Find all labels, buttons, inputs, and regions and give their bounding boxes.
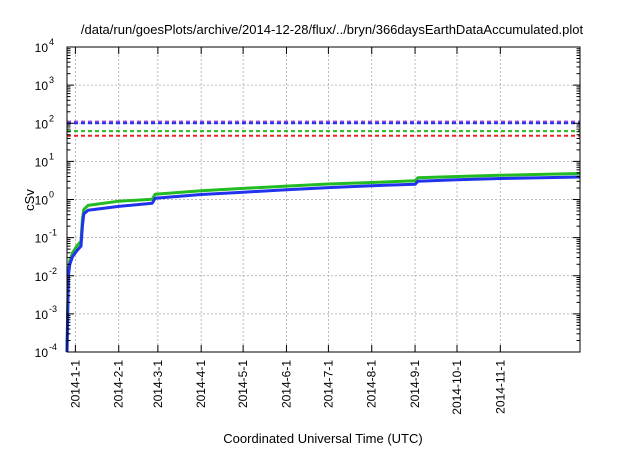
x-tick-label: 2014-7-1 — [321, 360, 335, 408]
x-tick-label: 2014-2-1 — [112, 360, 126, 408]
y-tick-label: 10 — [35, 41, 49, 55]
y-tick-exponent: -3 — [49, 304, 57, 314]
x-tick-label: 2014-1-1 — [68, 360, 82, 408]
y-tick-label: 10 — [35, 308, 49, 322]
y-tick-exponent: 2 — [49, 113, 54, 123]
y-tick-exponent: -2 — [49, 266, 57, 276]
y-tick-exponent: 1 — [49, 151, 54, 161]
y-tick-label: 10 — [35, 117, 49, 131]
x-tick-label: 2014-8-1 — [365, 360, 379, 408]
y-tick-label: 10 — [35, 346, 49, 360]
y-tick-exponent: -1 — [49, 228, 57, 238]
y-tick-label: 10 — [35, 155, 49, 169]
plot-frame — [66, 46, 581, 353]
x-tick-label: 2014-11-1 — [493, 360, 507, 414]
series-line — [65, 172, 581, 353]
y-tick-exponent: 0 — [49, 190, 54, 200]
series-line — [65, 175, 581, 353]
x-tick-label: 2014-6-1 — [279, 360, 293, 408]
threshold-lines — [67, 120, 580, 137]
series-lines — [65, 172, 581, 353]
y-tick-exponent: 4 — [49, 37, 54, 47]
y-tick-label: 10 — [35, 194, 49, 208]
x-tick-label: 2014-4-1 — [194, 360, 208, 408]
y-tick-label: 10 — [35, 270, 49, 284]
y-tick-exponent: -4 — [49, 342, 57, 352]
chart-title: /data/run/goesPlots/archive/2014-12-28/f… — [81, 22, 584, 37]
x-tick-label: 2014-5-1 — [236, 360, 250, 408]
y-tick-label: 10 — [35, 232, 49, 246]
y-tick-label: 10 — [35, 79, 49, 93]
x-tick-label: 2014-3-1 — [151, 360, 165, 408]
x-axis-label: Coordinated Universal Time (UTC) — [223, 431, 422, 446]
y-axis-label: cSv — [22, 189, 37, 211]
x-tick-label: 2014-10-1 — [450, 360, 464, 415]
x-tick-label: 2014-9-1 — [408, 360, 422, 408]
y-tick-exponent: 3 — [49, 75, 54, 85]
